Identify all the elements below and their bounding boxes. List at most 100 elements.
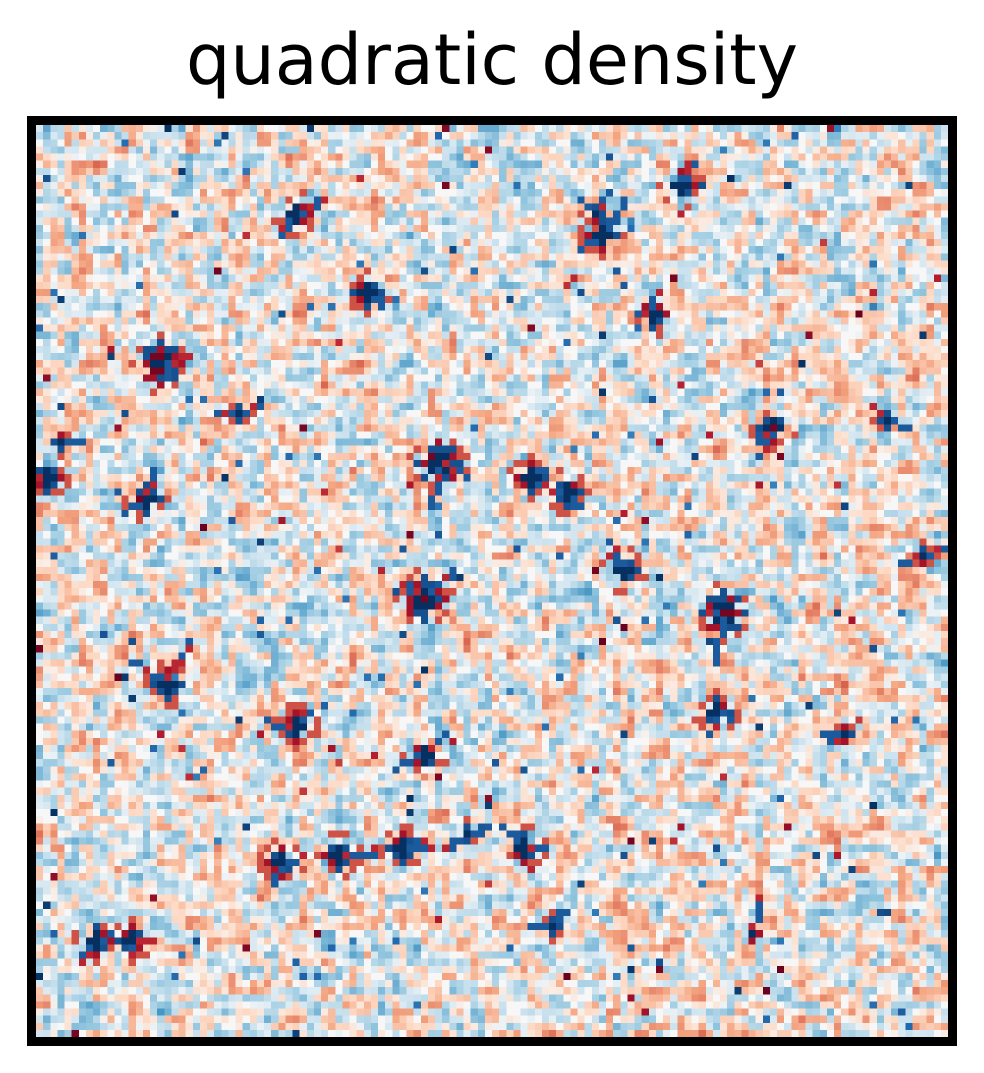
heatmap-cell (235, 303, 243, 311)
heatmap-cell (769, 324, 778, 332)
heatmap-cell (242, 146, 250, 154)
heatmap-cell (606, 146, 614, 154)
heatmap-cell (356, 132, 364, 140)
heatmap-cell (762, 174, 770, 183)
heatmap-cell (727, 360, 735, 368)
heatmap-cell (385, 288, 393, 297)
heatmap-cell (655, 189, 664, 197)
heatmap-cell (71, 281, 79, 289)
heatmap-cell (107, 360, 115, 368)
heatmap-cell (563, 424, 571, 432)
heatmap-cell (221, 132, 229, 140)
heatmap-cell (370, 132, 379, 140)
heatmap-cell (641, 353, 649, 361)
heatmap-cell (834, 303, 842, 311)
heatmap-cell (278, 189, 286, 197)
heatmap-cell (613, 274, 621, 282)
heatmap-cell (541, 239, 550, 247)
heatmap-cell (848, 310, 856, 318)
heatmap-cell (655, 317, 664, 325)
heatmap-cell (698, 317, 706, 325)
heatmap-cell (826, 353, 835, 361)
heatmap-cell (499, 224, 507, 232)
heatmap-cell (207, 324, 215, 332)
heatmap-cell (264, 196, 272, 204)
heatmap-cell (905, 374, 913, 382)
heatmap-cell (256, 260, 265, 268)
heatmap-cell (271, 182, 279, 190)
heatmap-cell (584, 296, 592, 304)
heatmap-cell (648, 324, 656, 332)
heatmap-cell (834, 338, 842, 346)
heatmap-cell (420, 317, 428, 325)
heatmap-cell (634, 395, 642, 403)
heatmap-cell (349, 417, 357, 425)
heatmap-cell (634, 288, 642, 297)
heatmap-cell (221, 153, 229, 161)
heatmap-cell (449, 174, 457, 183)
heatmap-cell (862, 310, 870, 318)
heatmap-cell (321, 317, 329, 325)
heatmap-cell (549, 217, 557, 225)
heatmap-cell (883, 274, 892, 282)
heatmap-cell (299, 345, 307, 354)
heatmap-cell (541, 210, 550, 218)
heatmap-cell (43, 303, 51, 311)
heatmap-cell (534, 402, 542, 411)
heatmap-cell (641, 296, 649, 304)
heatmap-cell (321, 231, 329, 240)
heatmap-cell (71, 182, 79, 190)
heatmap-cell (228, 324, 236, 332)
heatmap-cell (85, 139, 94, 147)
heatmap-cell (791, 410, 799, 418)
heatmap-cell (584, 196, 592, 204)
heatmap-cell (57, 167, 65, 175)
heatmap-cell (71, 132, 79, 140)
heatmap-cell (64, 367, 72, 375)
heatmap-cell (826, 146, 835, 154)
heatmap-cell (142, 353, 151, 361)
heatmap-cell (57, 267, 65, 275)
heatmap-cell (43, 324, 51, 332)
heatmap-cell (791, 125, 799, 133)
heatmap-cell (413, 125, 421, 133)
heatmap-cell (677, 274, 685, 282)
heatmap-cell (898, 324, 906, 332)
heatmap-cell (841, 388, 849, 396)
heatmap-cell (121, 288, 129, 297)
heatmap-cell (463, 296, 471, 304)
heatmap-cell (71, 189, 79, 197)
heatmap-cell (199, 182, 208, 190)
heatmap-cell (634, 360, 642, 368)
heatmap-cell (862, 196, 870, 204)
heatmap-cell (128, 203, 136, 211)
heatmap-cell (620, 296, 628, 304)
heatmap-cell (898, 210, 906, 218)
heatmap-cell (292, 189, 300, 197)
heatmap-cell (107, 381, 115, 389)
heatmap-cell (477, 210, 485, 218)
heatmap-cell (791, 324, 799, 332)
heatmap-cell (712, 310, 721, 318)
heatmap-cell (78, 253, 86, 261)
heatmap-cell (36, 239, 44, 247)
heatmap-cell (926, 331, 934, 339)
heatmap-cell (748, 424, 756, 432)
heatmap-cell (413, 210, 421, 218)
heatmap-cell (356, 402, 364, 411)
heatmap-cell (228, 139, 236, 147)
heatmap-cell (214, 402, 222, 411)
heatmap-cell (769, 345, 778, 354)
heatmap-cell (463, 367, 471, 375)
heatmap-cell (470, 125, 478, 133)
heatmap-cell (114, 174, 122, 183)
heatmap-cell (313, 189, 322, 197)
heatmap-cell (698, 153, 706, 161)
heatmap-cell (207, 125, 215, 133)
heatmap-cell (342, 310, 350, 318)
heatmap-cell (627, 353, 635, 361)
heatmap-cell (285, 239, 293, 247)
heatmap-cell (549, 174, 557, 183)
heatmap-cell (563, 331, 571, 339)
heatmap-cell (855, 303, 863, 311)
